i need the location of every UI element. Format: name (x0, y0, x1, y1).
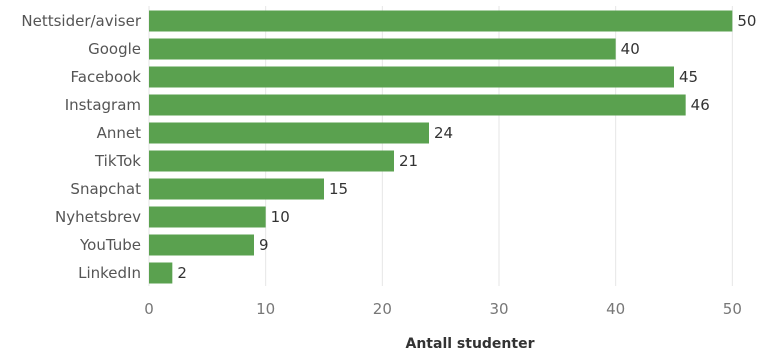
category-label: Snapchat (70, 180, 141, 198)
value-label: 45 (679, 68, 698, 86)
value-label: 40 (621, 40, 640, 58)
value-label: 2 (177, 264, 187, 282)
category-label: TikTok (94, 152, 141, 170)
category-label: LinkedIn (78, 264, 141, 282)
value-label: 10 (271, 208, 290, 226)
x-tick-label: 10 (256, 300, 275, 318)
x-tick-label: 30 (489, 300, 508, 318)
x-tick-label: 40 (606, 300, 625, 318)
bar (149, 66, 674, 88)
bar (149, 178, 324, 200)
value-label: 15 (329, 180, 348, 198)
x-tick-label: 20 (373, 300, 392, 318)
bar (149, 234, 254, 256)
bar (149, 206, 266, 228)
bar (149, 38, 616, 60)
category-label: Instagram (65, 96, 141, 114)
bar (149, 94, 686, 116)
value-label: 21 (399, 152, 418, 170)
value-label: 50 (737, 12, 756, 30)
x-tick-label: 50 (723, 300, 742, 318)
category-label: Facebook (71, 68, 142, 86)
bar (149, 10, 733, 32)
x-axis-ticks: 0 10 20 30 40 50 (144, 300, 742, 318)
value-labels: 50 40 45 46 24 21 15 109 2 (177, 12, 756, 282)
bars (149, 10, 733, 284)
bar (149, 122, 429, 144)
category-labels: Nettsider/aviser Google Facebook Instagram A… (21, 12, 141, 282)
category-label: YouTube (79, 236, 141, 254)
x-tick-label: 0 (144, 300, 154, 318)
category-label: Google (88, 40, 141, 58)
category-label: Nyhetsbrev (55, 208, 141, 226)
value-label: 9 (259, 236, 269, 254)
bar (149, 262, 173, 284)
x-axis-title: Antall studenter (406, 336, 535, 349)
value-label: 46 (691, 96, 710, 114)
category-label: Nettsider/aviser (21, 12, 141, 30)
bar (149, 150, 394, 172)
value-label: 24 (434, 124, 453, 142)
category-label: Annet (97, 124, 142, 142)
